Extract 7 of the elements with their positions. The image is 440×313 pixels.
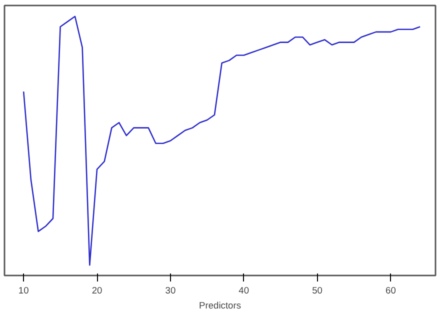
x-tick-label: 50 [312, 286, 322, 296]
x-tick-label: 60 [386, 286, 396, 296]
x-tick-label: 10 [18, 286, 29, 296]
x-tick-label: 40 [238, 286, 250, 296]
x-tick-label: 20 [92, 286, 102, 296]
x-tick-label: 30 [165, 286, 176, 296]
x-axis-title: Predictors [199, 300, 242, 310]
